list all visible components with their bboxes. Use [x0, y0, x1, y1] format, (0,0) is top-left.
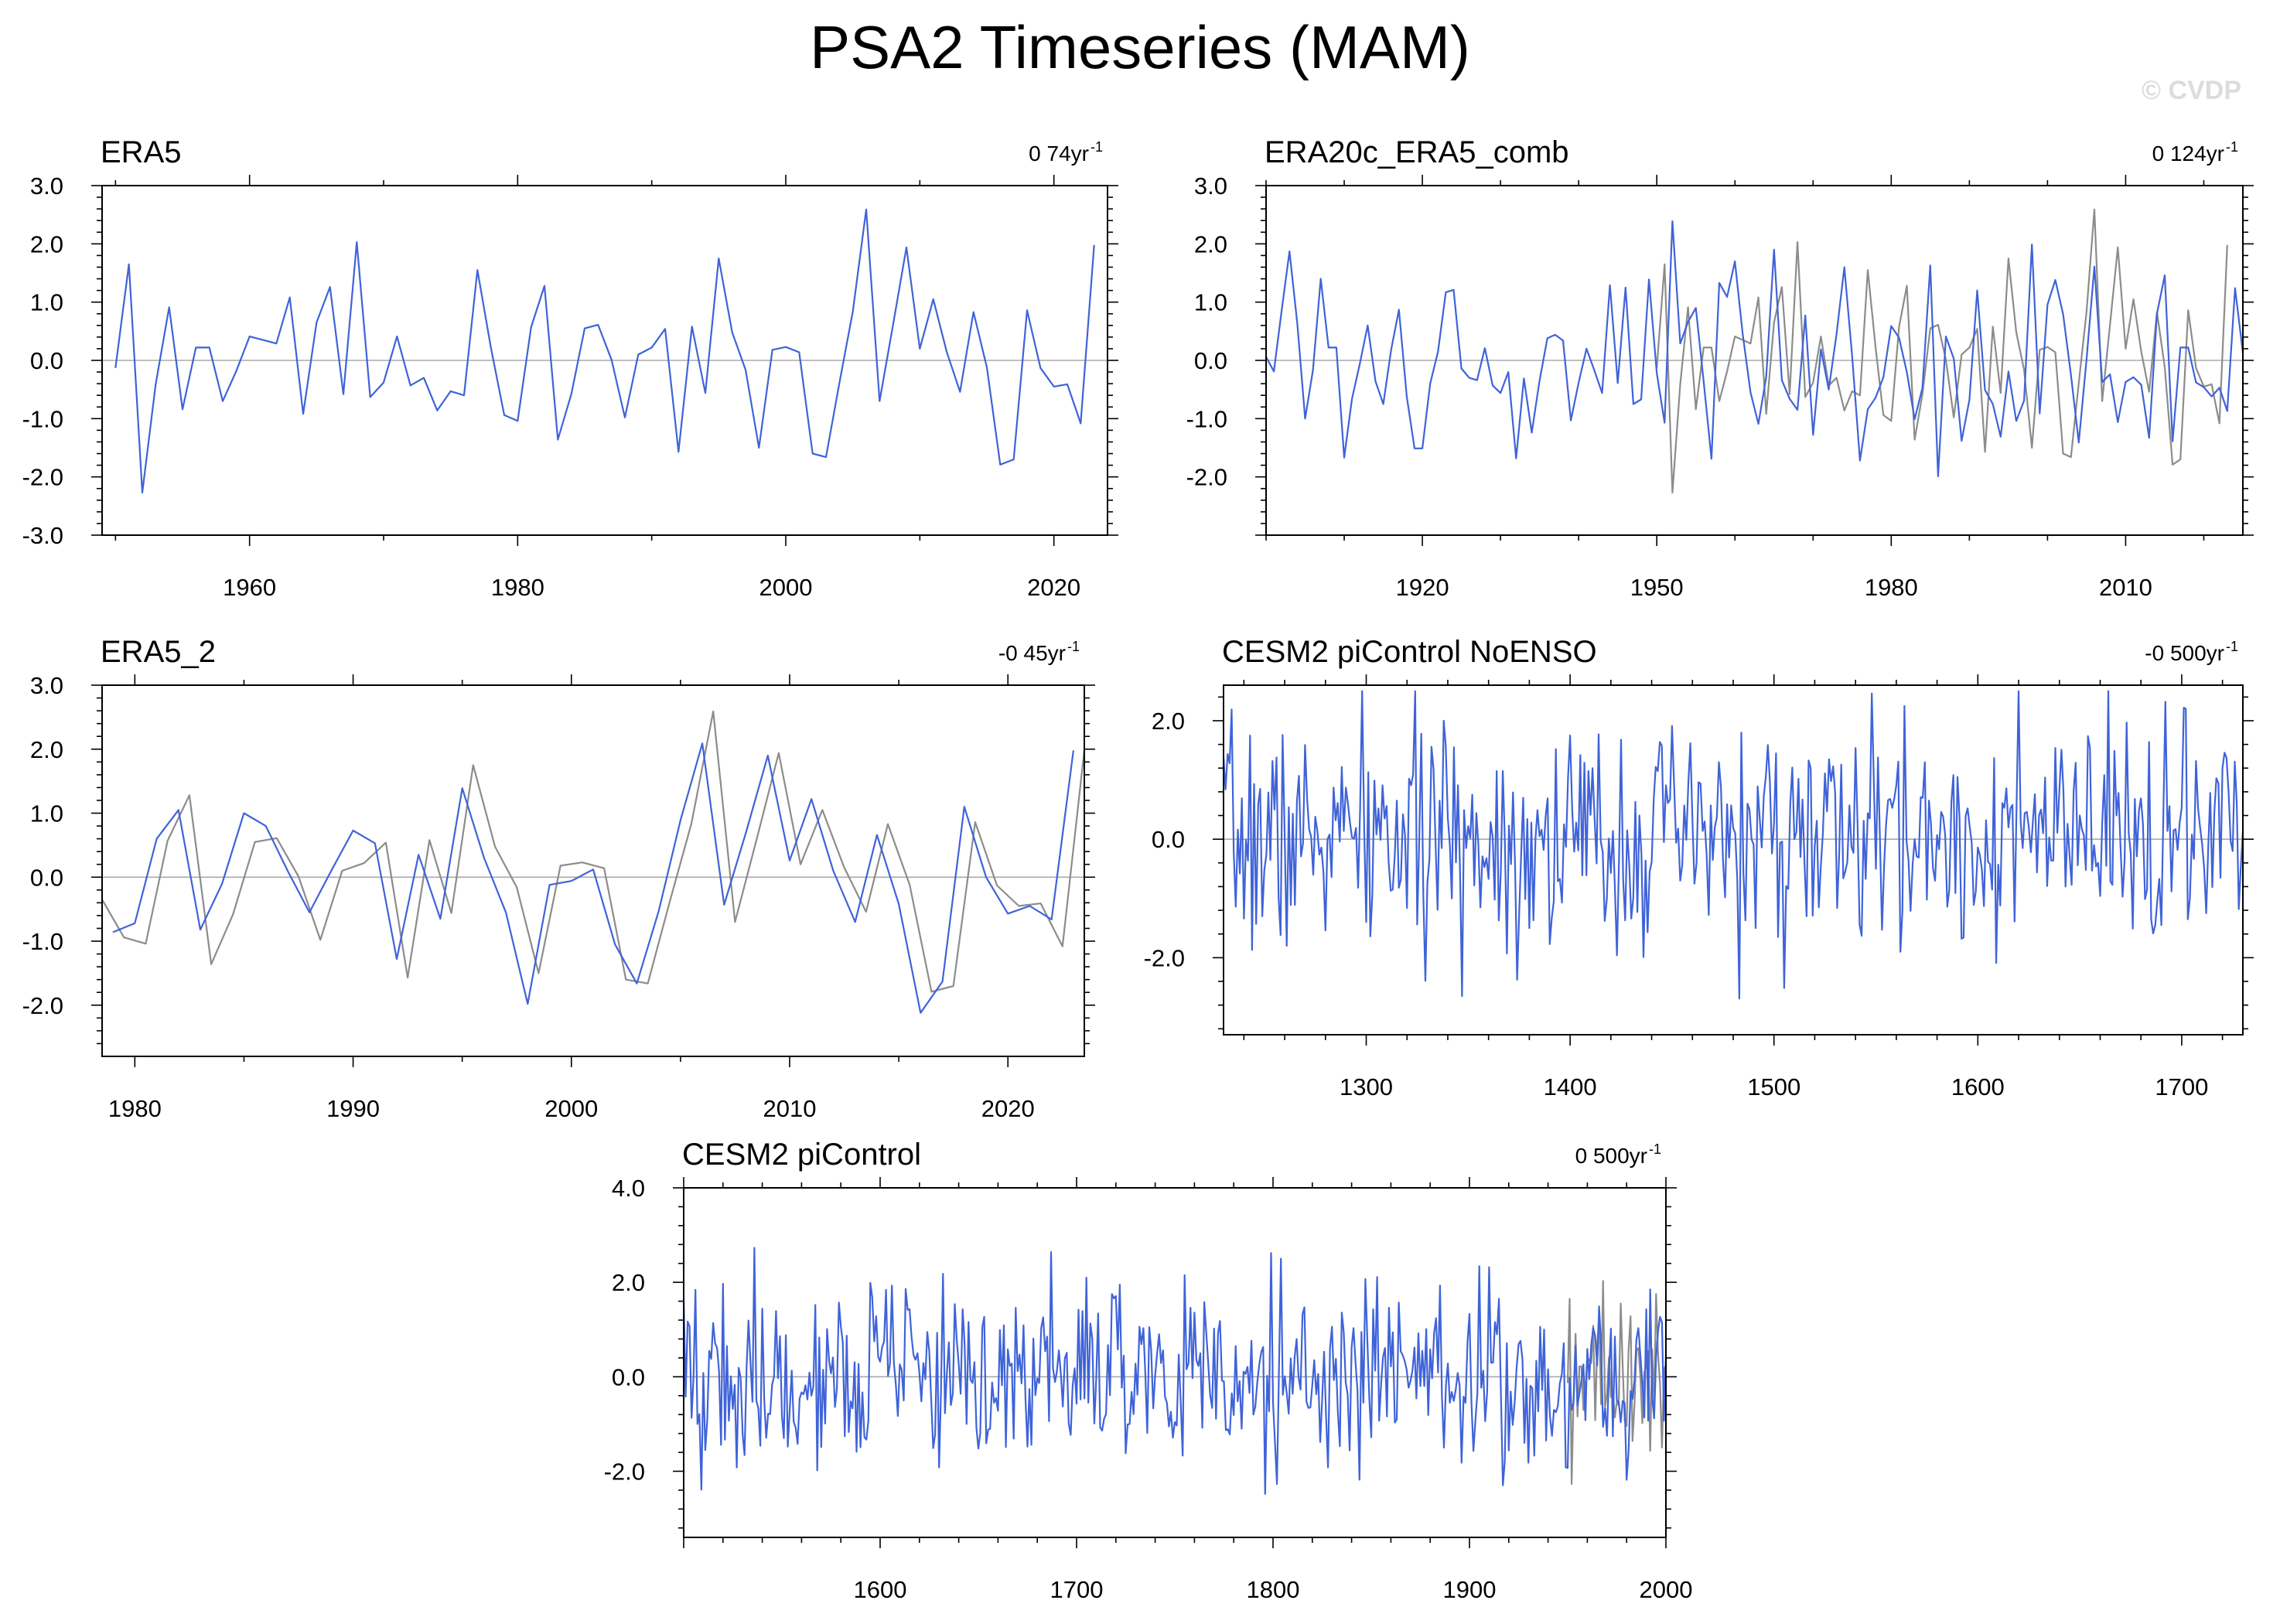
x-tick-label: 2010 [2099, 574, 2152, 601]
x-tick-label: 1400 [1544, 1073, 1597, 1100]
series-line-observed [1656, 208, 2228, 494]
x-tick-label: 1920 [1396, 574, 1449, 601]
y-tick-label: -1.0 [22, 405, 63, 432]
cvdp-watermark: © CVDP [2142, 76, 2241, 105]
x-tick-label: 2000 [544, 1095, 598, 1122]
panel-era5: ERA5 0 74yr -1 -3.0 -2.0 -1.0 0.0 1.0 2.0 3.0 1960… [22, 135, 1118, 601]
x-tick-label: 1980 [1865, 574, 1918, 601]
x-tick-label: 1600 [854, 1576, 907, 1603]
series-line-main [1265, 220, 2244, 477]
x-tick-label: 1800 [1247, 1576, 1300, 1603]
panel-era20c-era5-comb: ERA20c_ERA5_comb 0 124yr -1 -2.0 -1.0 0.0 1.0 2… [1186, 135, 2254, 601]
series-line-observed [101, 710, 1086, 993]
y-tick-label: 2.0 [30, 736, 63, 763]
y-tick-label: -1.0 [22, 928, 63, 955]
panel-title: CESM2 piControl NoENSO [1222, 635, 1597, 669]
panel-cesm2-picontrol-noenso: CESM2 piControl NoENSO -0 500yr -1 -2.0 0.0 2… [1144, 635, 2254, 1100]
y-tick-label: 2.0 [30, 230, 63, 258]
x-tick-label: 2000 [1640, 1576, 1693, 1603]
trend-label: -0 45yr [998, 641, 1066, 665]
x-tick-label: 1700 [2155, 1073, 2208, 1100]
x-tick-label: 1980 [491, 574, 544, 601]
trend-label: 0 74yr [1029, 142, 1089, 165]
x-tick-label: 1600 [1951, 1073, 2005, 1100]
trend-superscript: -1 [1091, 139, 1103, 155]
trend-label: -0 500yr [2145, 641, 2224, 665]
plot-frame [1223, 684, 2244, 1035]
panel-title: CESM2 piControl [682, 1138, 921, 1172]
trend-label: 0 500yr [1575, 1144, 1647, 1168]
y-tick-label: 2.0 [1194, 230, 1227, 258]
figure-title: PSA2 Timeseries (MAM) [810, 13, 1470, 81]
y-tick-label: 3.0 [1194, 172, 1227, 200]
x-tick-label: 1950 [1630, 574, 1684, 601]
y-tick-label: -2.0 [1144, 944, 1185, 971]
x-tick-label: 1500 [1747, 1073, 1800, 1100]
x-tick-label: 2020 [981, 1095, 1035, 1122]
y-tick-label: -2.0 [1186, 464, 1227, 491]
panel-era5-2: ERA5_2 -0 45yr -1 -2.0 -1.0 0.0 1.0 2.0 3.0 1980 1… [22, 635, 1095, 1122]
series-line-main [682, 1247, 1667, 1495]
plot-frame [683, 1187, 1667, 1538]
y-tick-label: -3.0 [22, 522, 63, 549]
y-tick-label: -1.0 [1186, 405, 1227, 432]
y-tick-label: 2.0 [1152, 708, 1185, 735]
series-line-main [112, 742, 1074, 1014]
y-tick-label: 1.0 [1194, 289, 1227, 316]
x-tick-label: 2020 [1027, 574, 1080, 601]
plot-frame [101, 684, 1085, 1057]
y-tick-label: 0.0 [30, 864, 63, 891]
x-tick-label: 2010 [763, 1095, 817, 1122]
x-tick-label: 1300 [1340, 1073, 1393, 1100]
y-tick-label: 0.0 [612, 1363, 645, 1390]
panel-title: ERA5_2 [101, 635, 216, 669]
x-tick-label: 1990 [326, 1095, 380, 1122]
y-tick-label: 3.0 [30, 672, 63, 699]
panel-title: ERA5 [101, 135, 182, 169]
x-tick-label: 1900 [1443, 1576, 1497, 1603]
series-line-main [114, 208, 1095, 494]
y-tick-label: 0.0 [1194, 347, 1227, 374]
trend-superscript: -1 [2226, 139, 2238, 155]
y-tick-label: 0.0 [1152, 826, 1185, 853]
y-tick-label: 4.0 [612, 1175, 645, 1202]
trend-label: 0 124yr [2152, 142, 2224, 165]
y-tick-label: 0.0 [30, 347, 63, 374]
x-tick-label: 1700 [1050, 1576, 1104, 1603]
panel-cesm2-picontrol: CESM2 piControl 0 500yr -1 -2.0 0.0 2.0 4.0 160… [604, 1138, 1693, 1603]
y-tick-label: 2.0 [612, 1269, 645, 1296]
y-tick-label: -2.0 [22, 464, 63, 491]
x-tick-label: 1980 [108, 1095, 162, 1122]
trend-superscript: -1 [1649, 1141, 1661, 1157]
x-tick-label: 2000 [759, 574, 813, 601]
y-tick-label: 1.0 [30, 289, 63, 316]
trend-superscript: -1 [2226, 639, 2238, 654]
x-tick-label: 1960 [223, 574, 276, 601]
y-tick-label: -2.0 [604, 1458, 645, 1485]
trend-superscript: -1 [1067, 639, 1080, 654]
series-line-main [1222, 690, 2244, 1000]
y-tick-label: 3.0 [30, 172, 63, 200]
panel-title: ERA20c_ERA5_comb [1265, 135, 1569, 169]
y-tick-label: -2.0 [22, 992, 63, 1019]
y-tick-label: 1.0 [30, 800, 63, 827]
